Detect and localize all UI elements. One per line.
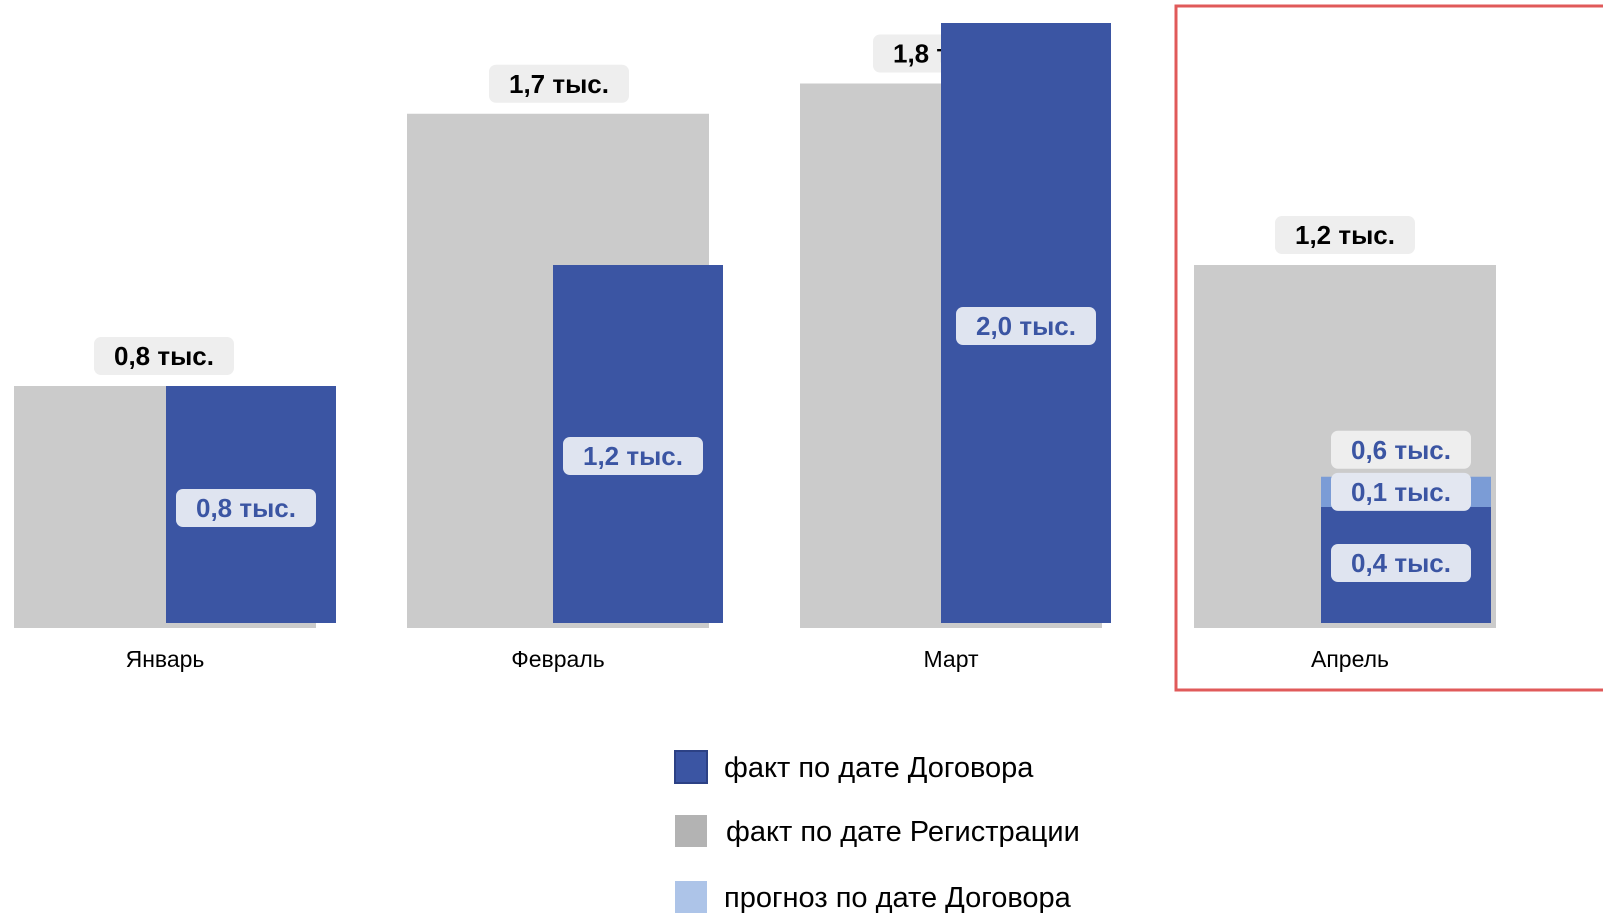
label-forecast-april-text: 0,1 тыс.	[1351, 477, 1451, 507]
label-registration-january-bg	[94, 337, 234, 375]
label-contract-january-text: 0,8 тыс.	[196, 493, 296, 523]
legend-item-forecast: прогноз по дате Договора	[675, 881, 1072, 913]
label-contract-january: 0,8 тыс.	[176, 489, 316, 527]
label-total-april: 0,6 тыс.	[1331, 430, 1471, 469]
label-contract-february: 1,2 тыс.	[563, 437, 703, 475]
label-registration-february-bg	[489, 64, 629, 103]
tick-label-march: Март	[923, 646, 978, 672]
legend-label-registration: факт по дате Регистрации	[726, 816, 1080, 848]
label-contract-march-text: 2,0 тыс.	[976, 311, 1076, 341]
label-forecast-april-bg	[1331, 472, 1471, 511]
tick-label-february: Февраль	[511, 646, 604, 672]
label-contract-february-bg	[563, 437, 703, 475]
legend-label-contract: факт по дате Договора	[724, 752, 1034, 784]
label-registration-april-text: 1,2 тыс.	[1295, 220, 1395, 250]
label-total-april-bg	[1331, 430, 1471, 469]
label-registration-april-bg	[1275, 216, 1415, 254]
label-registration-february-text: 1,7 тыс.	[509, 69, 609, 99]
label-total-april-text: 0,6 тыс.	[1351, 435, 1451, 465]
label-contract-march-bg	[956, 307, 1096, 345]
legend-swatch-contract	[674, 750, 708, 784]
legend-swatch-registration	[675, 815, 707, 847]
label-contract-april-text: 0,4 тыс.	[1351, 548, 1451, 578]
label-registration-january: 0,8 тыс.	[94, 337, 234, 375]
label-registration-april: 1,2 тыс.	[1275, 216, 1415, 254]
label-contract-march: 2,0 тыс.	[956, 307, 1096, 345]
legend-item-contract: факт по дате Договора	[674, 750, 1034, 784]
label-registration-january-text: 0,8 тыс.	[114, 341, 214, 371]
legend-label-forecast: прогноз по дате Договора	[724, 882, 1072, 913]
tick-label-january: Январь	[126, 646, 205, 672]
label-contract-april-bg	[1331, 544, 1471, 582]
legend-swatch-forecast	[675, 881, 707, 913]
label-contract-january-bg	[176, 489, 316, 527]
label-registration-february: 1,7 тыс.	[489, 64, 629, 103]
label-contract-april: 0,4 тыс.	[1331, 544, 1471, 582]
label-contract-february-text: 1,2 тыс.	[583, 441, 683, 471]
legend-item-registration: факт по дате Регистрации	[675, 815, 1080, 848]
tick-label-april: Апрель	[1311, 646, 1389, 672]
highlight-frame-april	[1174, 4, 1603, 692]
label-forecast-april: 0,1 тыс.	[1331, 472, 1471, 511]
